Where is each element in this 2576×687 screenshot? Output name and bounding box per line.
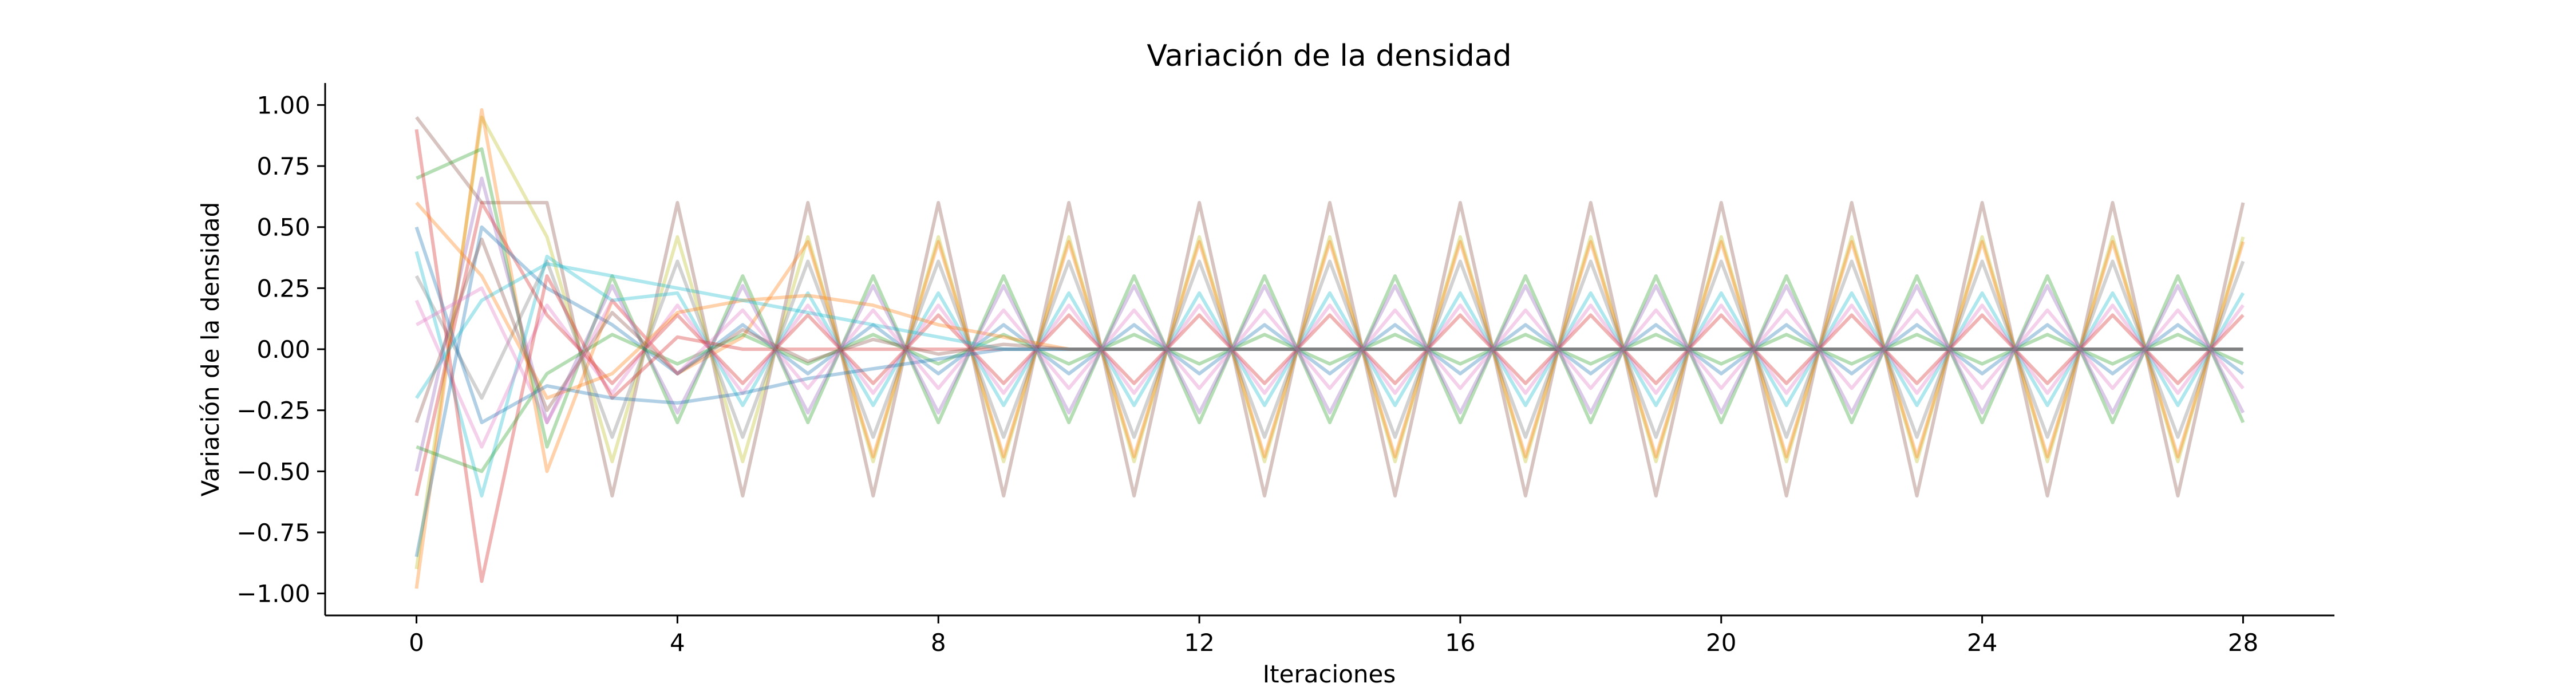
y-tick-label: 0.25 [256,274,310,302]
series-layer [414,108,2245,589]
y-tick-label: −0.25 [236,397,310,425]
series-line-11 [416,333,2244,473]
chart-title: Variación de la densidad [1147,39,1511,73]
series-line-12 [415,202,2243,400]
series-line-5 [414,176,2245,472]
series-line-14 [414,226,2243,424]
series-line-3 [414,259,2245,439]
x-tick-label: 8 [931,629,946,657]
series-line-7 [414,299,2245,449]
series-line-8 [414,201,2245,496]
x-tick-label: 20 [1706,629,1736,657]
series-line-13 [415,262,2243,399]
x-axis-label: Iteraciones [1263,660,1396,687]
y-tick-label: −0.75 [236,519,310,547]
x-tick-label: 28 [2228,629,2258,657]
series-line-2 [414,108,2245,589]
x-tick-label: 16 [1445,629,1475,657]
y-tick-label: −1.00 [236,580,310,608]
y-tick-label: 0.00 [256,335,310,364]
x-tick-label: 4 [670,629,685,657]
x-tick-label: 12 [1184,629,1214,657]
x-tick-label: 24 [1967,629,1997,657]
series-line-16 [416,286,2245,424]
y-tick-label: −0.50 [236,457,310,485]
series-line-6 [414,251,2245,498]
y-tick-label: 1.00 [256,91,310,119]
x-tick-label: 0 [409,629,424,657]
series-line-0 [415,116,2245,498]
x-ticks: 0 4 8 12 16 20 24 28 [409,615,2258,657]
series-line-1 [414,115,2245,570]
y-axis-label: Variación de la densidad [196,202,224,497]
series-line-4 [416,147,2245,449]
series-line-9 [414,225,2245,558]
series-line-15 [414,238,2243,424]
series-line-10 [414,129,2243,583]
y-tick-label: 0.50 [256,214,310,242]
y-tick-label: 0.75 [256,152,310,180]
y-ticks: 1.00 0.75 0.50 0.25 0.00 −0.25 −0.50 −0.75 −1.00 [236,91,325,608]
